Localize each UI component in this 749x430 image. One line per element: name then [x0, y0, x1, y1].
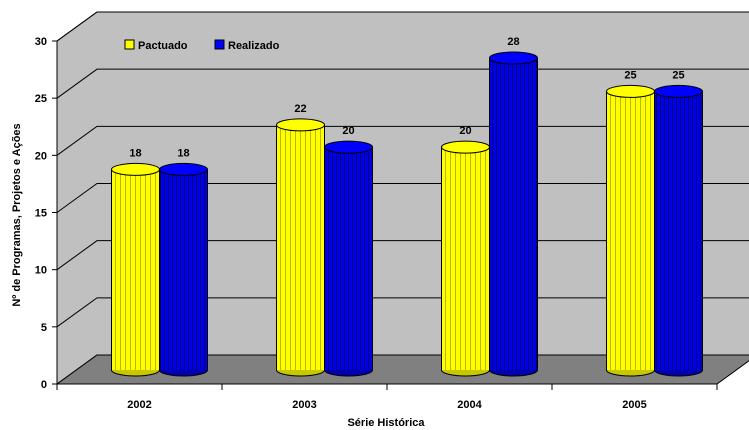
data-label: 25	[624, 69, 636, 81]
data-label: 18	[177, 147, 189, 159]
data-label: 18	[129, 147, 141, 159]
legend-label-pactuado: Pactuado	[138, 40, 188, 52]
bar-realizado-2004	[489, 51, 538, 377]
data-label: 25	[672, 69, 684, 81]
gridline	[56, 11, 749, 42]
legend-swatch-realizado	[214, 39, 225, 50]
bar-top	[606, 84, 655, 98]
y-tick-label: 25	[35, 93, 47, 105]
y-tick-label: 10	[35, 265, 47, 277]
bar-top	[441, 140, 490, 154]
bar-top	[276, 118, 325, 132]
bar-top	[111, 162, 160, 176]
y-tick-label: 30	[35, 36, 47, 48]
x-tick-label: 2005	[622, 399, 646, 411]
legend-label-realizado: Realizado	[228, 40, 280, 52]
bar-top	[654, 84, 703, 98]
bar-pactuado-2005	[606, 84, 655, 377]
bar-body	[489, 58, 538, 370]
bar-body	[111, 169, 160, 370]
data-label: 28	[507, 36, 519, 48]
bar-body	[159, 169, 208, 370]
x-tick-label: 2004	[457, 399, 482, 411]
x-axis-label: Série Histórica	[347, 417, 425, 429]
bar-body	[441, 147, 490, 370]
bar-realizado-2002	[159, 162, 208, 377]
bar-top	[159, 162, 208, 176]
bar-body	[324, 147, 373, 370]
y-tick-label: 5	[41, 322, 47, 334]
y-tick-label: 20	[35, 150, 47, 162]
bar-pactuado-2004	[441, 140, 490, 377]
bar-realizado-2005	[654, 84, 703, 377]
bar-body	[276, 124, 325, 370]
bar-body	[654, 91, 703, 370]
bar-realizado-2003	[324, 140, 373, 377]
y-tick-label: 0	[41, 379, 47, 391]
x-tick-label: 2003	[292, 399, 316, 411]
x-tick-label: 2002	[127, 399, 151, 411]
legend-swatch-pactuado	[124, 39, 135, 50]
y-axis-label: Nº de Programas, Projetos e Ações	[11, 123, 23, 306]
bar-top	[324, 140, 373, 154]
bar-pactuado-2002	[111, 162, 160, 377]
data-label: 20	[459, 125, 471, 137]
bar-pactuado-2003	[276, 118, 325, 377]
bar-top	[489, 51, 538, 65]
bar-body	[606, 91, 655, 370]
data-label: 20	[342, 125, 354, 137]
data-label: 22	[294, 103, 306, 115]
y-tick-label: 15	[35, 208, 47, 220]
